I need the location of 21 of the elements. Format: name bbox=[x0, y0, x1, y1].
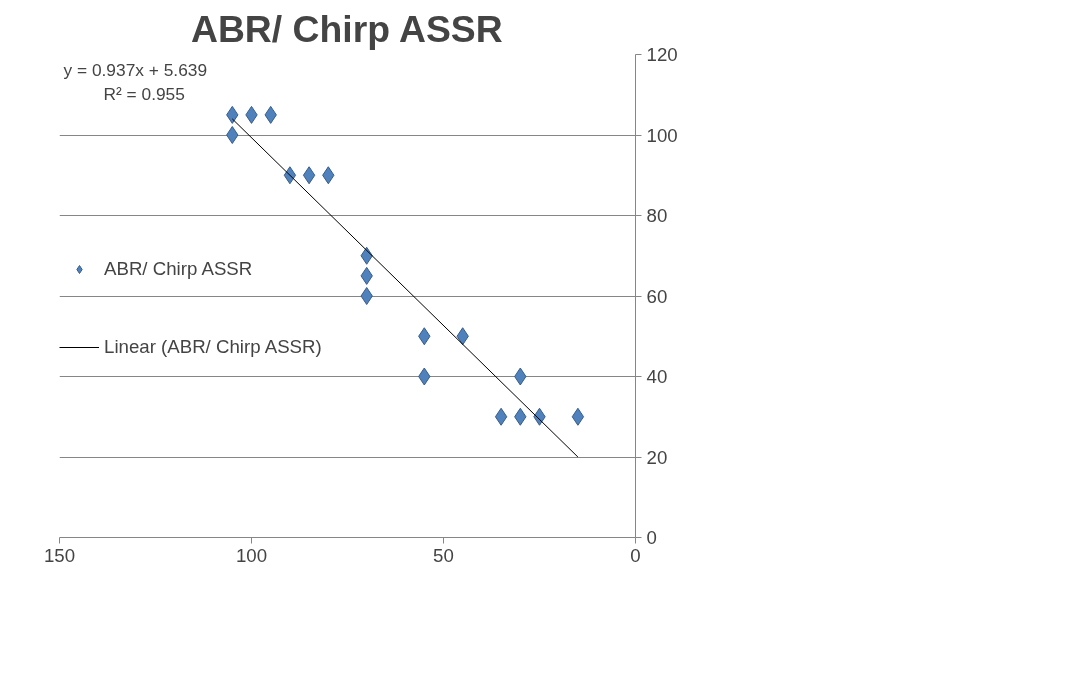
point bbox=[302, 166, 316, 185]
point bbox=[494, 407, 508, 426]
x-tick-label: 50 bbox=[433, 544, 454, 566]
point bbox=[226, 126, 239, 144]
annotation: y = 0.937x + 5.639 bbox=[63, 59, 208, 80]
point bbox=[571, 407, 585, 426]
y-tick-label: 80 bbox=[646, 205, 668, 226]
y-tick-label: 20 bbox=[646, 446, 668, 468]
x-tick-label: 100 bbox=[235, 544, 268, 566]
point bbox=[360, 287, 373, 305]
y-tick-label: 0 bbox=[646, 527, 657, 548]
annotation: R² = 0.955 bbox=[103, 83, 185, 104]
x-tick-label: 150 bbox=[43, 544, 76, 566]
legend-label: Linear (ABR/ Chirp ASSR) bbox=[104, 336, 322, 358]
y-tick-label: 100 bbox=[646, 124, 678, 146]
chart-title: ABR/ Chirp ASSR bbox=[190, 7, 503, 50]
legend-label: ABR/ Chirp ASSR bbox=[104, 258, 253, 280]
y-tick-label: 60 bbox=[646, 285, 668, 307]
y-tick-label: 40 bbox=[646, 366, 668, 387]
y-tick-label: 120 bbox=[646, 44, 678, 65]
x-tick-label: 0 bbox=[630, 544, 641, 566]
